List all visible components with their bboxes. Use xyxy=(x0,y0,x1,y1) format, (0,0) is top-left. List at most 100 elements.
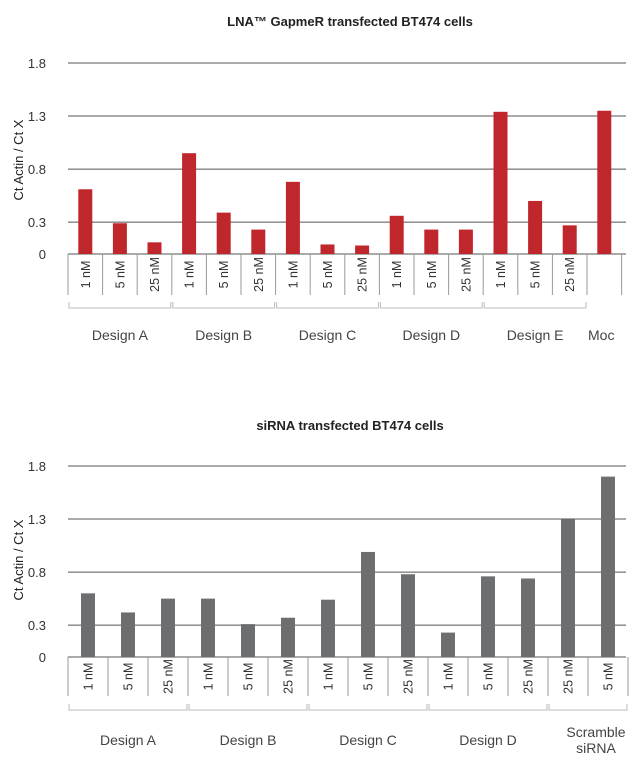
x-tick-label: 1 nM xyxy=(322,663,336,691)
x-tick-label: 5 nM xyxy=(217,261,231,289)
bar xyxy=(458,229,473,254)
bar xyxy=(562,225,577,254)
bar xyxy=(216,212,231,254)
x-tick-label: 25 nM xyxy=(459,257,473,292)
x-tick-label: 25 nM xyxy=(356,257,370,292)
x-tick-labels: 1 nM 5 nM 25 nM 1 nM 5 nM 25 nM 1 nM 5 nM 25 nM 1… xyxy=(67,657,629,696)
bar xyxy=(493,111,508,254)
bar xyxy=(601,476,615,657)
y-tick-labels: 0 0.3 0.8 1.3 1.8 xyxy=(28,56,46,262)
group-bracket xyxy=(68,302,172,309)
bar xyxy=(161,598,175,657)
x-tick-label: 5 nM xyxy=(482,663,496,691)
x-tick-label: 5 nM xyxy=(122,663,136,691)
group-label: Design D xyxy=(459,732,517,748)
chart-title: siRNA transfected BT474 cells xyxy=(256,418,443,433)
x-tick-label: 25 nM xyxy=(522,659,536,694)
x-tick-label: 25 nM xyxy=(252,257,266,292)
bar xyxy=(182,153,197,254)
x-tick-label: 25 nM xyxy=(563,257,577,292)
group-label: Design E xyxy=(507,327,564,343)
x-tick-label: 5 nM xyxy=(425,261,439,289)
x-tick-label: 1 nM xyxy=(183,261,197,289)
grid-lines xyxy=(68,62,626,255)
x-tick-label: 5 nM xyxy=(321,261,335,289)
x-tick-label: 25 nM xyxy=(162,659,176,694)
y-tick-label: 0.8 xyxy=(28,565,46,580)
x-tick-label: 5 nM xyxy=(529,261,543,289)
bar xyxy=(147,242,162,254)
group-labels: Design A Design B Design C Design D Scramble… xyxy=(68,704,628,756)
bar xyxy=(251,229,266,254)
bar xyxy=(528,200,543,254)
group-labels: Design A Design B Design C Design D Design E… xyxy=(68,302,614,343)
bar xyxy=(481,576,495,657)
group-bracket xyxy=(68,704,188,711)
bar xyxy=(320,244,335,254)
x-tick-label: 1 nM xyxy=(494,261,508,289)
bar xyxy=(281,617,295,657)
x-tick-label: 1 nM xyxy=(79,261,93,289)
bar xyxy=(121,612,135,657)
x-tick-label: 5 nM xyxy=(113,261,127,289)
group-label: Design B xyxy=(195,327,252,343)
sirna-chart: siRNA transfected BT474 cells Ct Actin /… xyxy=(11,418,629,756)
x-tick-label: 1 nM xyxy=(202,663,216,691)
y-tick-label: 0.8 xyxy=(28,162,46,177)
bar xyxy=(285,181,300,254)
y-tick-labels: 0 0.3 0.8 1.3 1.8 xyxy=(28,459,46,665)
x-tick-label: 5 nM xyxy=(362,663,376,691)
bar xyxy=(597,110,612,254)
group-bracket xyxy=(483,302,587,309)
y-tick-label: 0 xyxy=(39,247,46,262)
x-tick-label: 5 nM xyxy=(602,663,616,691)
group-label: Design D xyxy=(403,327,461,343)
x-tick-label: 1 nM xyxy=(82,663,96,691)
grid-lines xyxy=(68,465,626,658)
group-bracket xyxy=(379,302,483,309)
group-bracket xyxy=(548,704,628,711)
x-tick-label: 5 nM xyxy=(242,663,256,691)
bar xyxy=(401,574,415,657)
bar xyxy=(424,229,439,254)
y-axis-label: Ct Actin / Ct X xyxy=(11,119,26,200)
y-tick-label: 0.3 xyxy=(28,215,46,230)
group-bracket xyxy=(308,704,428,711)
group-label: Design B xyxy=(220,732,277,748)
group-bracket xyxy=(276,302,379,309)
group-label: Design C xyxy=(339,732,397,748)
bar xyxy=(112,223,127,254)
x-tick-label: 1 nM xyxy=(286,261,300,289)
group-bracket xyxy=(188,704,308,711)
bar xyxy=(521,578,535,657)
bar xyxy=(389,215,404,254)
bar xyxy=(355,245,370,254)
bars xyxy=(78,110,612,254)
bar xyxy=(241,624,255,657)
bar xyxy=(321,599,335,657)
bar xyxy=(361,551,375,657)
y-tick-label: 1.8 xyxy=(28,459,46,474)
bar xyxy=(561,519,575,657)
x-tick-label: 25 nM xyxy=(282,659,296,694)
bar xyxy=(78,189,93,254)
x-tick-label: 25 nM xyxy=(148,257,162,292)
group-label: Moc xyxy=(588,327,614,343)
group-label: Design A xyxy=(92,327,149,343)
chart-title: LNA™ GapmeR transfected BT474 cells xyxy=(227,14,473,29)
y-axis-label: Ct Actin / Ct X xyxy=(11,519,26,600)
x-tick-label: 25 nM xyxy=(402,659,416,694)
group-bracket xyxy=(428,704,548,711)
group-label: Scramble xyxy=(566,724,625,740)
y-tick-label: 1.3 xyxy=(28,512,46,527)
group-label: Design A xyxy=(100,732,157,748)
group-label: siRNA xyxy=(576,740,616,756)
x-tick-label: 1 nM xyxy=(390,261,404,289)
y-tick-label: 1.3 xyxy=(28,109,46,124)
gapmer-chart: LNA™ GapmeR transfected BT474 cells Ct A… xyxy=(11,14,626,343)
bars xyxy=(81,476,615,657)
bar xyxy=(81,593,95,657)
y-tick-label: 1.8 xyxy=(28,56,46,71)
bar xyxy=(441,632,455,657)
